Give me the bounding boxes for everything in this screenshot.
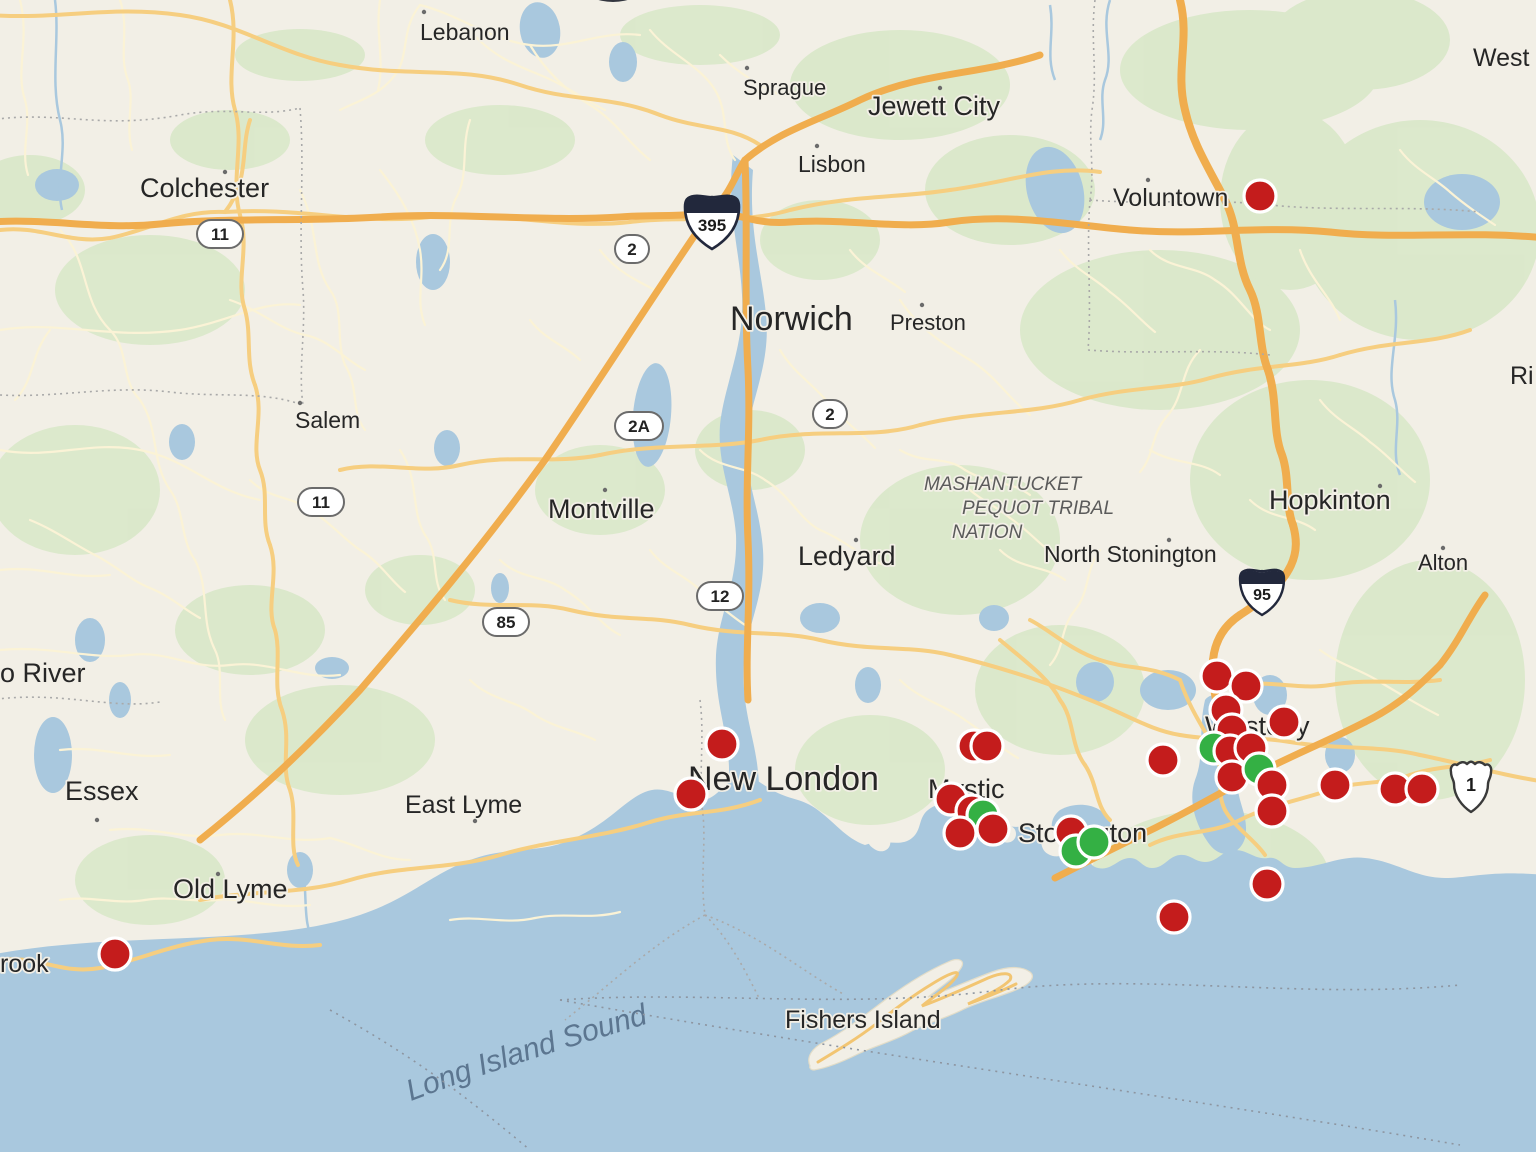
- svg-text:11: 11: [312, 493, 330, 512]
- svg-text:o River: o River: [0, 658, 86, 688]
- svg-text:North Stonington: North Stonington: [1044, 541, 1217, 567]
- svg-text:NATION: NATION: [952, 522, 1023, 543]
- svg-text:11: 11: [211, 225, 229, 244]
- svg-text:rook: rook: [0, 950, 49, 978]
- svg-text:Colchester: Colchester: [140, 173, 269, 203]
- svg-text:East Lyme: East Lyme: [405, 791, 522, 819]
- svg-text:Fishers Island: Fishers Island: [785, 1006, 941, 1034]
- svg-text:Old Lyme: Old Lyme: [173, 874, 288, 904]
- svg-text:Lisbon: Lisbon: [798, 151, 866, 177]
- svg-text:2A: 2A: [628, 417, 650, 436]
- svg-text:1: 1: [1466, 775, 1476, 795]
- svg-text:PEQUOT TRIBAL: PEQUOT TRIBAL: [962, 498, 1114, 519]
- svg-text:Lebanon: Lebanon: [420, 19, 510, 45]
- svg-text:2: 2: [627, 240, 636, 259]
- svg-text:Jewett City: Jewett City: [868, 91, 1001, 121]
- svg-text:Norwich: Norwich: [730, 300, 853, 338]
- svg-text:MASHANTUCKET: MASHANTUCKET: [924, 474, 1083, 495]
- svg-text:West G: West G: [1473, 44, 1536, 72]
- svg-text:Ledyard: Ledyard: [798, 541, 896, 571]
- svg-text:Hopkinton: Hopkinton: [1269, 485, 1391, 515]
- svg-text:2: 2: [825, 405, 834, 424]
- svg-text:395: 395: [698, 216, 726, 235]
- svg-text:Preston: Preston: [890, 310, 966, 335]
- svg-text:95: 95: [1253, 587, 1271, 604]
- svg-text:Montville: Montville: [548, 494, 655, 524]
- svg-text:Salem: Salem: [295, 407, 360, 433]
- svg-text:Essex: Essex: [65, 776, 139, 806]
- svg-text:85: 85: [497, 613, 516, 632]
- svg-text:Alton: Alton: [1418, 550, 1468, 575]
- svg-text:12: 12: [711, 587, 730, 606]
- svg-text:New London: New London: [688, 760, 879, 798]
- svg-text:Voluntown: Voluntown: [1113, 184, 1228, 212]
- svg-text:Sprague: Sprague: [743, 75, 826, 100]
- svg-text:Ri: Ri: [1510, 362, 1534, 390]
